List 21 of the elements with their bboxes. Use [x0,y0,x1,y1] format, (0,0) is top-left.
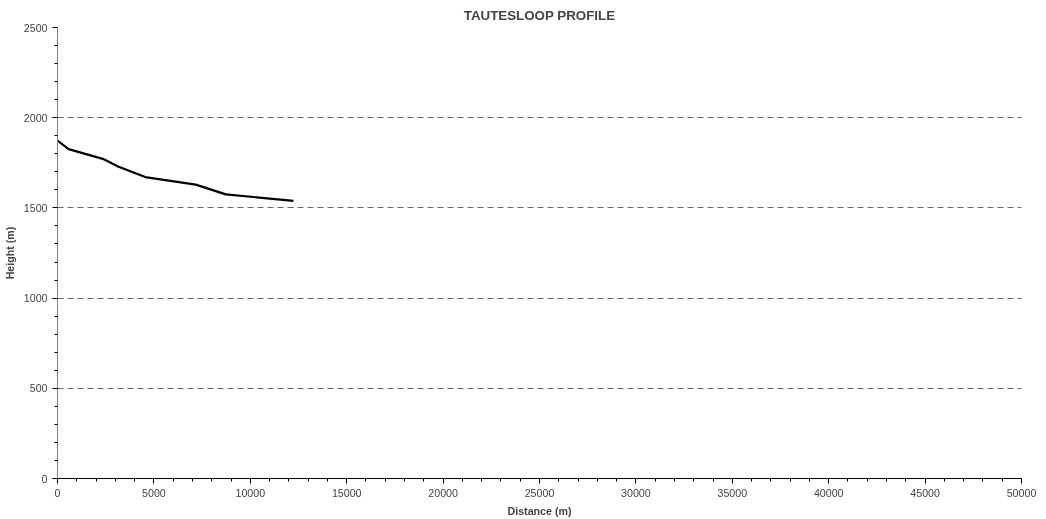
x-tick-label: 50000 [1006,486,1037,499]
y-tick-label: 2500 [23,21,48,34]
x-tick-label: 20000 [428,486,458,499]
line-series [57,139,295,202]
y-tick-label: 2000 [23,111,48,124]
y-axis-title: Height (m) [3,226,16,280]
x-tick-label: 15000 [331,486,362,499]
y-tick-label: 1000 [23,292,48,305]
chart-title: TAUTESLOOP PROFILE [463,7,616,23]
x-tick-label: 30000 [621,486,651,499]
x-tick-label: 35000 [717,486,748,499]
x-axis-title: Distance (m) [507,504,572,517]
x-tick-label: 0 [54,486,61,499]
y-tick-label: 1500 [23,201,48,214]
y-tick-label: 0 [41,472,48,485]
x-tick-label: 45000 [910,486,940,499]
x-tick-label: 10000 [235,486,266,499]
x-tick-label: 25000 [524,486,555,499]
x-tick-label: 5000 [142,486,166,499]
x-tick-label: 40000 [813,486,844,499]
y-tick-label: 500 [29,382,48,395]
